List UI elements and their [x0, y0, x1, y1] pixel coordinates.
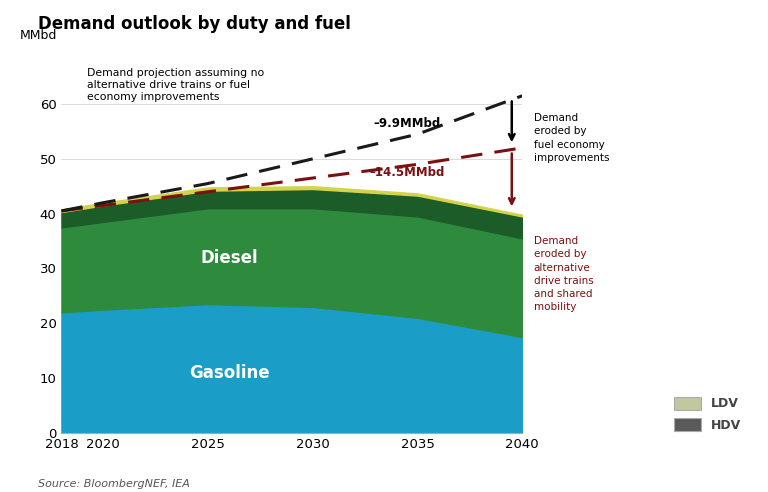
- Text: Demand
eroded by
alternative
drive trains
and shared
mobility: Demand eroded by alternative drive train…: [534, 236, 594, 312]
- Text: Gasoline: Gasoline: [189, 364, 270, 382]
- Text: Source: BloombergNEF, IEA: Source: BloombergNEF, IEA: [38, 479, 190, 489]
- Text: Demand outlook by duty and fuel: Demand outlook by duty and fuel: [38, 15, 351, 33]
- Text: Diesel: Diesel: [200, 248, 258, 267]
- Text: MMbd: MMbd: [19, 29, 57, 41]
- Text: –9.9MMbd: –9.9MMbd: [373, 117, 441, 130]
- Legend: LDV, HDV: LDV, HDV: [669, 392, 746, 436]
- Text: Demand
eroded by
fuel economy
improvements: Demand eroded by fuel economy improvemen…: [534, 113, 609, 163]
- Text: –14.5MMbd: –14.5MMbd: [369, 166, 445, 179]
- Text: Demand projection assuming no
alternative drive trains or fuel
economy improveme: Demand projection assuming no alternativ…: [87, 68, 264, 101]
